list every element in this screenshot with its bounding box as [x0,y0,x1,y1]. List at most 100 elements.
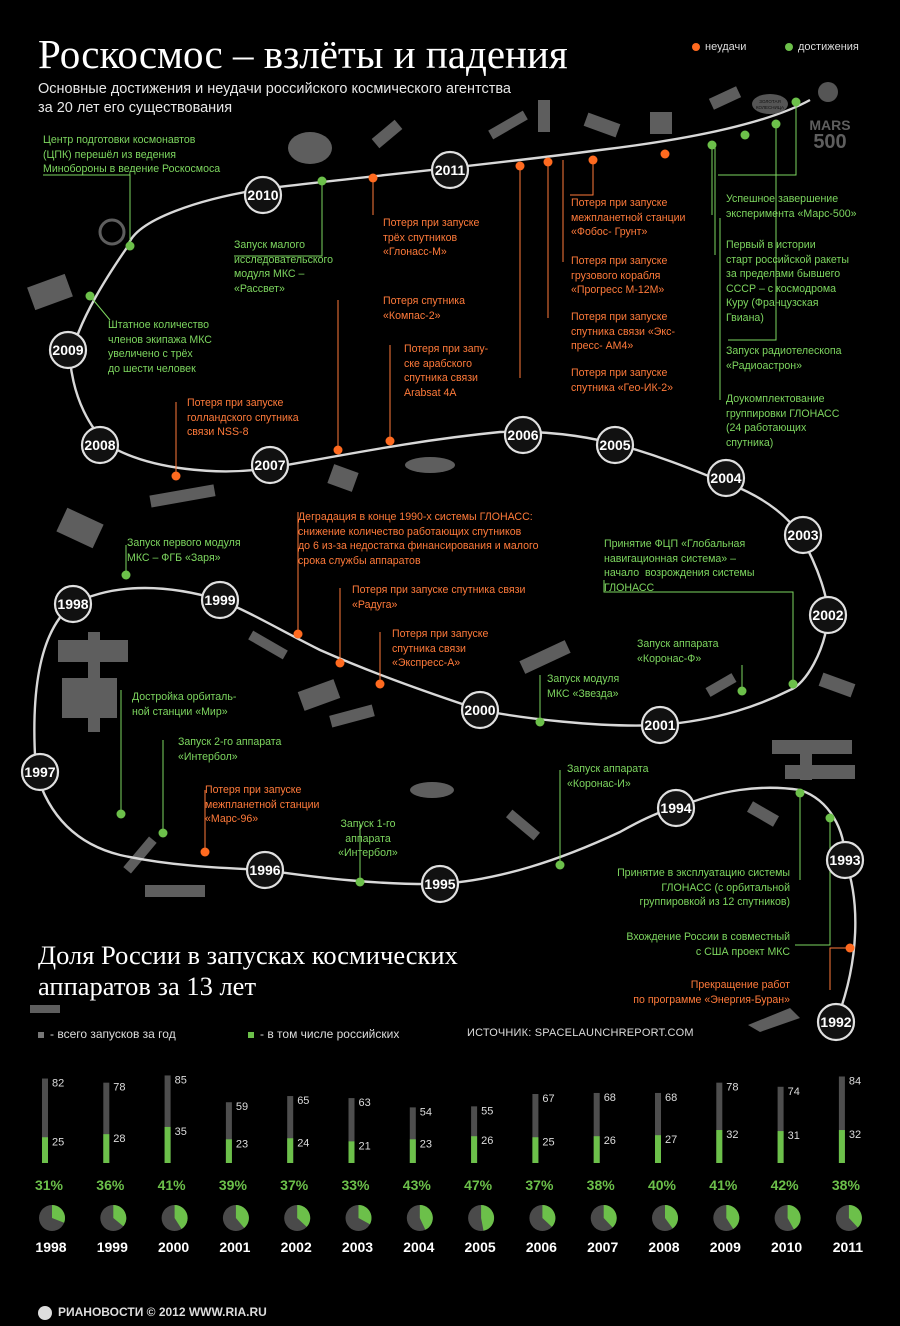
bar-total-2007 [593,1092,600,1163]
share-label-2009: 41% [709,1177,738,1193]
footer-text: РИАНОВОСТИ © 2012 WWW.RIA.RU [58,1305,267,1319]
bar-russian-label-2008: 27 [665,1134,677,1146]
share-label-2011: 38% [832,1177,861,1193]
section2-title: Доля России в запусках космических аппар… [38,940,458,1001]
legend-achievements: достижения [785,41,859,53]
orbiter-icon [145,679,375,897]
solar-panel-icon [27,273,73,311]
event-annotation-achievement: Достройка орбиталь- ной станции «Мир» [132,691,237,718]
bar-russian-2011 [838,1130,845,1163]
year-label: 2002 [812,607,843,623]
year-circle [706,458,746,498]
year-label: 1994 [660,800,691,816]
legend-failures: неудачи [692,41,746,53]
year-label: 2010 [247,187,278,203]
share-label-2000: 41% [158,1177,187,1193]
share-pie-slice-2008 [665,1205,678,1229]
year-label: 2006 [507,427,538,443]
bar-russian-2001 [225,1139,232,1163]
event-annotation-achievement: Вхождение России в совместный с США прое… [626,931,790,958]
bar-total-2009 [716,1082,723,1163]
year-node-1999: 1999 [200,580,240,620]
share-pie-slice-2000 [174,1205,188,1229]
year-node-2010: 2010 [243,175,283,215]
year-circle [825,840,865,880]
event-annotation-failure: Потеря при запуске спутника связи «Экс- … [571,311,675,353]
category-label-2011: 2011 [833,1239,864,1255]
footer-credit: РИАНОВОСТИ © 2012 WWW.RIA.RU [38,1305,267,1320]
bar-russian-label-2009: 32 [726,1129,738,1141]
golden-chariot-badge-icon [752,94,788,114]
year-circle [243,175,283,215]
share-label-2003: 33% [341,1177,370,1193]
bar-total-label-2007: 68 [604,1092,616,1104]
antenna-sat-icon [98,218,126,246]
ria-logo-icon [38,1305,52,1320]
event-annotation-achievement: Запуск модуля МКС «Звезда» [547,673,620,700]
year-node-2009: 2009 [48,330,88,370]
bar-total-2004 [409,1107,416,1163]
bar-russian-2000 [164,1126,171,1163]
bar-russian-2003 [348,1141,355,1163]
share-label-2005: 47% [464,1177,493,1193]
iss-icon [772,740,855,780]
share-pie-slice-2009 [726,1205,740,1229]
year-circle [48,330,88,370]
bar-total-label-1998: 82 [52,1078,64,1090]
event-annotation-failure: Потеря при запуске межпланетной станции … [571,197,686,239]
bar-total-2008 [655,1092,661,1163]
bar-legend-russian-swatch [248,1031,254,1038]
share-pie-slice-2002 [297,1205,311,1227]
year-circle [503,415,543,455]
bar-total-2002 [287,1096,294,1163]
year-circle [245,850,285,890]
share-label-2006: 37% [525,1177,554,1193]
event-annotation-achievement: Первый в истории старт российской ракеты… [726,239,849,324]
mars500-logo-line-2: 500 [813,131,846,153]
bar-russian-label-1998: 25 [52,1136,64,1148]
bar-russian-2009 [716,1130,723,1163]
event-annotation-achievement: Принятие ФЦП «Глобальная навигационная с… [604,538,755,594]
share-label-2001: 39% [219,1177,248,1193]
source-note: ИСТОЧНИК: SPACELAUNCHREPORT.COM [467,1027,694,1039]
event-annotation-failure: Деградация в конце 1990-х системы ГЛОНАС… [298,511,539,567]
year-circle [53,584,93,624]
bar-legend-total: - всего запусков за год [38,1027,176,1041]
share-pie-slice-2005 [481,1205,495,1231]
bar-legend-total-label: - всего запусков за год [50,1027,176,1041]
year-node-2000: 2000 [460,690,500,730]
bar-total-2000 [164,1075,171,1163]
bar-total-1999 [103,1082,110,1163]
share-pie-slice-1998 [52,1205,66,1223]
year-node-1995: 1995 [420,864,460,904]
year-node-2003: 2003 [783,515,823,555]
category-label-2003: 2003 [342,1239,373,1255]
year-node-2001: 2001 [640,705,680,745]
event-annotation-achievement: Запуск 1-го аппарата «Интербол» [338,818,398,860]
share-pie-slice-2006 [542,1205,556,1227]
bar-russian-label-1999: 28 [113,1133,125,1145]
year-label: 2005 [599,437,630,453]
bar-russian-label-2004: 23 [420,1138,432,1150]
share-label-2004: 43% [403,1177,432,1193]
space-station-icon [58,632,128,732]
share-label-1998: 31% [35,1177,64,1193]
share-label-2010: 42% [771,1177,800,1193]
year-node-2008: 2008 [80,425,120,465]
year-label: 2009 [52,342,83,358]
category-label-1998: 1998 [35,1239,66,1255]
event-annotation-failure: Потеря при запуске спутника связи «Экспр… [392,628,489,670]
year-label: 1999 [204,592,235,608]
bar-total-label-2011: 84 [849,1075,861,1087]
badge-line-1: ЗОЛОТАЯ [759,99,780,104]
year-node-1998: 1998 [53,584,93,624]
category-label-2005: 2005 [465,1239,496,1255]
year-node-1993: 1993 [825,840,865,880]
year-circle [420,864,460,904]
bar-total-label-1999: 78 [113,1082,125,1094]
bar-russian-2008 [655,1135,661,1163]
legend-failures-label: неудачи [705,41,747,53]
year-node-2002: 2002 [808,595,848,635]
share-label-2002: 37% [280,1177,309,1193]
bar-russian-label-2003: 21 [359,1140,371,1152]
